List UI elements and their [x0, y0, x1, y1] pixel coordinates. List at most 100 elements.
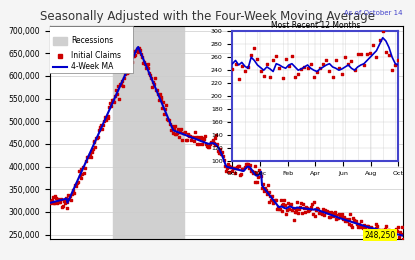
Point	[213, 133, 220, 137]
Point	[77, 176, 84, 180]
Point	[159, 106, 166, 110]
Point	[145, 62, 152, 67]
Point	[254, 57, 261, 61]
Point	[282, 203, 288, 207]
Point	[88, 154, 94, 159]
Point	[333, 213, 340, 217]
Point	[288, 202, 294, 206]
Point	[334, 216, 341, 220]
Point	[367, 227, 374, 231]
Point	[303, 206, 310, 210]
Point	[227, 165, 234, 169]
Point	[234, 165, 240, 170]
Point	[63, 200, 70, 204]
Point	[220, 158, 227, 162]
Point	[95, 135, 102, 139]
Point	[394, 229, 400, 233]
Point	[351, 218, 357, 222]
Point	[326, 69, 333, 73]
Point	[182, 138, 189, 142]
Point	[103, 115, 110, 119]
Point	[297, 205, 303, 210]
Point	[196, 135, 203, 140]
Point	[92, 145, 99, 149]
Point	[72, 183, 78, 187]
Point	[329, 211, 335, 215]
Point	[339, 212, 345, 216]
Point	[139, 61, 146, 65]
Point	[289, 206, 296, 210]
Point	[357, 219, 364, 223]
Point	[375, 228, 382, 232]
Point	[398, 225, 405, 230]
Point	[110, 98, 117, 102]
Point	[331, 210, 338, 214]
Point	[144, 66, 151, 70]
Point	[154, 88, 160, 92]
Point	[330, 75, 336, 79]
Point	[285, 201, 291, 205]
Point	[52, 194, 59, 198]
Point	[353, 219, 359, 223]
Point	[178, 138, 185, 142]
Point	[385, 228, 392, 232]
Point	[305, 207, 312, 211]
Point	[231, 166, 237, 171]
Point	[105, 114, 112, 118]
Point	[370, 43, 377, 47]
Point	[112, 88, 119, 92]
Point	[90, 139, 97, 143]
Point	[348, 223, 355, 228]
Point	[295, 72, 301, 76]
Point	[189, 135, 195, 139]
Point	[362, 226, 369, 230]
Point	[93, 135, 100, 140]
Point	[61, 199, 67, 203]
Point	[264, 183, 271, 187]
Point	[228, 165, 234, 169]
Point	[265, 190, 272, 194]
Point	[163, 103, 169, 108]
Point	[103, 118, 109, 122]
Point	[212, 143, 219, 147]
Point	[222, 164, 228, 168]
Point	[149, 85, 156, 89]
Point	[64, 206, 71, 210]
Point	[260, 74, 267, 78]
Point	[342, 217, 349, 221]
Point	[99, 127, 105, 132]
Point	[270, 201, 276, 205]
Point	[137, 48, 144, 53]
Point	[354, 225, 361, 229]
Point	[323, 58, 330, 62]
Point	[154, 92, 161, 96]
Point	[300, 202, 306, 206]
Point	[185, 133, 192, 137]
Point	[359, 226, 366, 231]
Point	[180, 131, 186, 135]
Point	[344, 218, 351, 222]
Point	[181, 130, 188, 134]
Point	[170, 127, 177, 131]
Point	[82, 166, 88, 171]
Point	[76, 174, 83, 178]
Text: 248,250: 248,250	[364, 231, 395, 240]
Point	[346, 222, 353, 226]
Text: Seasonally Adjusted with the Four-Week Moving Average: Seasonally Adjusted with the Four-Week M…	[40, 10, 375, 23]
Point	[65, 193, 72, 198]
Point	[317, 211, 324, 215]
Point	[59, 205, 65, 209]
Point	[302, 210, 308, 214]
Point	[370, 229, 377, 233]
Point	[361, 63, 367, 67]
Title: Most Recent 12 Months: Most Recent 12 Months	[271, 21, 360, 30]
Text: 4-Week MA: 4-Week MA	[71, 62, 113, 71]
Point	[58, 197, 64, 201]
Point	[286, 207, 292, 211]
Point	[345, 217, 352, 221]
Point	[129, 54, 136, 58]
Point	[316, 210, 323, 214]
Point	[158, 98, 165, 102]
Point	[292, 75, 298, 79]
Point	[325, 210, 332, 214]
